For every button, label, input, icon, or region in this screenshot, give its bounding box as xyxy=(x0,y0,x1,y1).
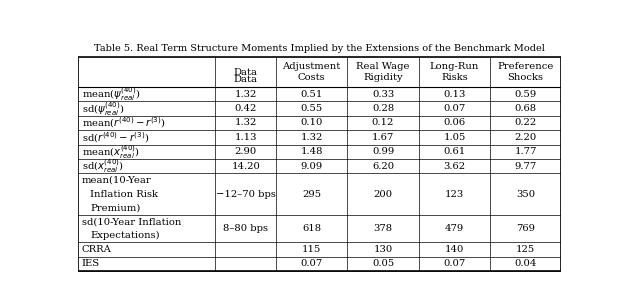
Text: 0.68: 0.68 xyxy=(515,104,536,113)
Text: 0.05: 0.05 xyxy=(372,259,394,268)
Text: 6.20: 6.20 xyxy=(372,161,394,171)
Text: 14.20: 14.20 xyxy=(231,161,260,171)
Text: 378: 378 xyxy=(373,224,392,233)
Text: 123: 123 xyxy=(445,189,464,199)
Text: mean($r^{(40)} - r^{(3)}$): mean($r^{(40)} - r^{(3)}$) xyxy=(82,116,165,130)
Text: 3.62: 3.62 xyxy=(444,161,465,171)
Text: 0.13: 0.13 xyxy=(444,90,465,99)
Text: 125: 125 xyxy=(516,245,535,254)
Text: Table 5. Real Term Structure Moments Implied by the Extensions of the Benchmark : Table 5. Real Term Structure Moments Imp… xyxy=(94,44,545,52)
Text: 130: 130 xyxy=(373,245,392,254)
Text: Long-Run
Risks: Long-Run Risks xyxy=(430,62,479,82)
Text: 9.09: 9.09 xyxy=(300,161,323,171)
Text: −12–70 bps: −12–70 bps xyxy=(216,189,275,199)
Text: sd($r^{(40)} - r^{(3)}$): sd($r^{(40)} - r^{(3)}$) xyxy=(82,130,149,145)
Text: 0.51: 0.51 xyxy=(300,90,323,99)
Text: 115: 115 xyxy=(302,245,321,254)
Text: 1.48: 1.48 xyxy=(300,147,323,156)
Text: 350: 350 xyxy=(516,189,535,199)
Text: Expectations): Expectations) xyxy=(90,231,160,240)
Text: sd($x_{real}^{(40)}$): sd($x_{real}^{(40)}$) xyxy=(82,157,123,175)
Text: 200: 200 xyxy=(373,189,392,199)
Text: 140: 140 xyxy=(445,245,464,254)
Text: 0.07: 0.07 xyxy=(444,104,465,113)
Text: 1.77: 1.77 xyxy=(514,147,536,156)
Text: 769: 769 xyxy=(516,224,535,233)
Text: Premium): Premium) xyxy=(90,204,141,212)
Text: mean(10-Year: mean(10-Year xyxy=(82,176,151,185)
Text: 0.07: 0.07 xyxy=(300,259,323,268)
Text: 0.06: 0.06 xyxy=(444,119,465,127)
Text: 1.13: 1.13 xyxy=(234,133,257,142)
Text: Adjustment
Costs: Adjustment Costs xyxy=(282,62,341,82)
Text: 0.10: 0.10 xyxy=(300,119,323,127)
Text: 0.55: 0.55 xyxy=(300,104,323,113)
Text: 1.32: 1.32 xyxy=(234,119,257,127)
Text: 0.59: 0.59 xyxy=(515,90,536,99)
Text: mean($\psi_{real}^{(40)}$): mean($\psi_{real}^{(40)}$) xyxy=(82,85,140,103)
Text: 618: 618 xyxy=(302,224,321,233)
Text: sd($\psi_{real}^{(40)}$): sd($\psi_{real}^{(40)}$) xyxy=(82,100,124,118)
Text: 1.32: 1.32 xyxy=(300,133,323,142)
Text: 479: 479 xyxy=(445,224,464,233)
Text: 0.04: 0.04 xyxy=(514,259,536,268)
Text: 295: 295 xyxy=(302,189,321,199)
Text: Data: Data xyxy=(234,75,258,84)
Text: 0.33: 0.33 xyxy=(372,90,394,99)
Text: 0.42: 0.42 xyxy=(234,104,257,113)
Text: 1.05: 1.05 xyxy=(444,133,465,142)
Text: 0.28: 0.28 xyxy=(372,104,394,113)
Text: 0.61: 0.61 xyxy=(444,147,465,156)
Text: Inflation Risk: Inflation Risk xyxy=(90,189,158,199)
Text: 2.90: 2.90 xyxy=(234,147,257,156)
Text: 1.67: 1.67 xyxy=(372,133,394,142)
Text: 0.07: 0.07 xyxy=(444,259,465,268)
Text: CRRA: CRRA xyxy=(82,245,112,254)
Text: IES: IES xyxy=(82,259,100,268)
Text: 9.77: 9.77 xyxy=(515,161,536,171)
Text: 0.22: 0.22 xyxy=(515,119,536,127)
Text: Real Wage
Rigidity: Real Wage Rigidity xyxy=(356,62,410,82)
Text: 8–80 bps: 8–80 bps xyxy=(223,224,268,233)
Text: 0.99: 0.99 xyxy=(372,147,394,156)
Text: Data: Data xyxy=(234,68,258,76)
Text: sd(10-Year Inflation: sd(10-Year Inflation xyxy=(82,217,181,226)
Text: 1.32: 1.32 xyxy=(234,90,257,99)
Text: 2.20: 2.20 xyxy=(515,133,536,142)
Text: mean($x_{real}^{(40)}$): mean($x_{real}^{(40)}$) xyxy=(82,143,140,161)
Text: 0.12: 0.12 xyxy=(372,119,394,127)
Text: Preference
Shocks: Preference Shocks xyxy=(497,62,554,82)
